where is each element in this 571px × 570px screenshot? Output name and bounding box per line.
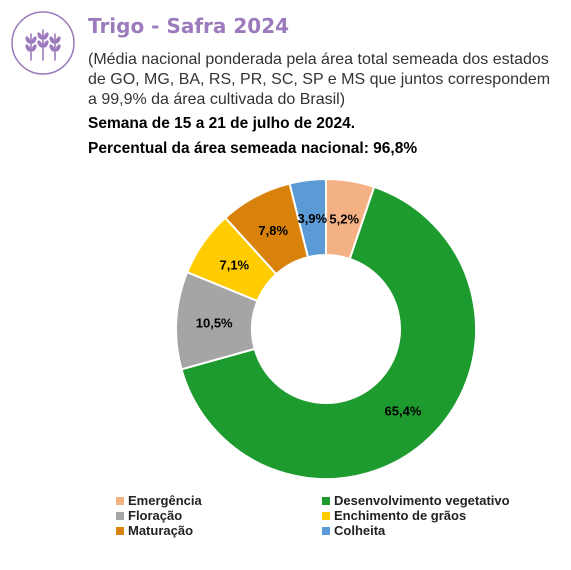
wheat-icon (10, 10, 76, 76)
legend-swatch (322, 511, 330, 520)
slice-label-4: 7,8% (258, 223, 288, 238)
legend-item: Emergência (116, 493, 202, 508)
donut-slice-5 (288, 177, 327, 259)
legend-label: Emergência (128, 493, 202, 508)
donut-slice-1 (180, 185, 477, 480)
week-label: Semana de 15 a 21 de julho de 2024. (88, 115, 356, 132)
legend-swatch (116, 496, 124, 505)
slice-label-5: 3,9% (297, 211, 327, 226)
legend-swatch (116, 526, 124, 535)
legend-item: Desenvolvimento vegetativo (322, 493, 510, 508)
legend-item: Enchimento de grãos (322, 508, 466, 523)
chart-title: Trigo - Safra 2024 (88, 14, 290, 38)
legend-item: Colheita (322, 523, 385, 538)
legend-swatch (322, 496, 330, 505)
legend-item: Floração (116, 508, 182, 523)
slice-label-3: 7,1% (219, 258, 249, 273)
legend-swatch (322, 526, 330, 535)
legend-item: Maturação (116, 523, 193, 538)
sown-area-label: Percentual da área semeada nacional: 96,… (88, 140, 418, 157)
legend-label: Colheita (334, 523, 386, 538)
legend-label: Desenvolvimento vegetativo (334, 493, 510, 508)
chart-subtitle: (Média nacional ponderada pela área tota… (88, 51, 551, 108)
legend-swatch (116, 511, 124, 520)
legend-label: Floração (128, 508, 183, 523)
slice-label-2: 10,5% (196, 315, 233, 330)
slice-label-1: 65,4% (385, 403, 422, 418)
legend-label: Enchimento de grãos (334, 508, 467, 523)
legend-label: Maturação (128, 523, 194, 538)
slice-label-0: 5,2% (329, 211, 359, 226)
